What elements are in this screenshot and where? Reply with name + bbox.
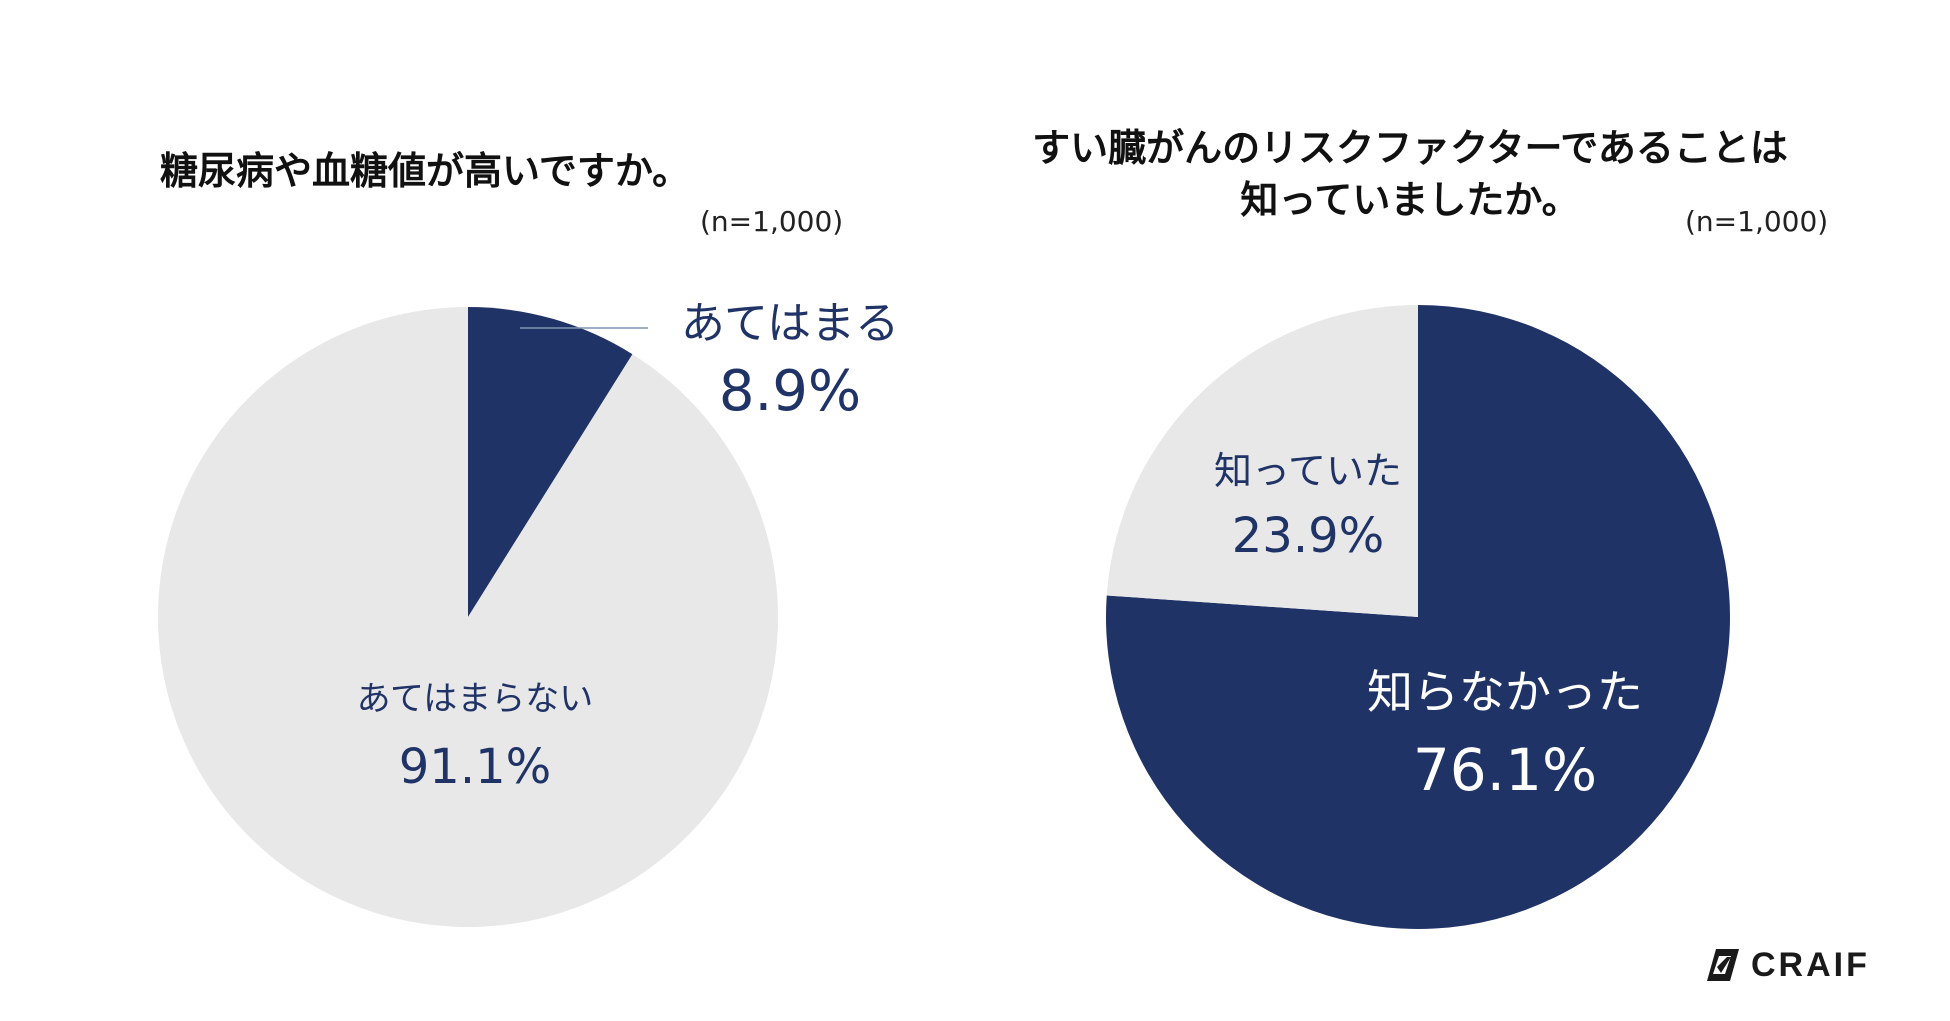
pie-1-slice-atehamaru (468, 307, 633, 617)
pie-2-slice-shiranakatta (1105, 305, 1730, 929)
chart-1-sample-size: (n=1,000) (700, 205, 844, 238)
pie-chart-2: 知っていた 23.9% 知らなかった 76.1% (1105, 305, 1730, 929)
chart-1-title: 糖尿病や血糖値が高いですか。 (160, 149, 691, 193)
chart-2-title: すい臓がんのリスクファクターであることは 知っていましたか。 (1000, 122, 1820, 226)
pie-1-slice-atehamaranai (158, 307, 779, 928)
pie-1-value-atehamaru: 8.9% (719, 359, 861, 424)
pie-2-value-shitteita: 23.9% (1232, 508, 1384, 564)
chart-2-title-line-2: 知っていましたか。 (1240, 178, 1580, 222)
brand-logo: CRAIF (1705, 945, 1870, 985)
pie-2-value-shiranakatta: 76.1% (1413, 736, 1597, 804)
pie-1-value-atehamaranai: 91.1% (399, 739, 551, 795)
pie-2-label-shiranakatta: 知らなかった (1367, 665, 1643, 719)
pie-chart-1: あてはまる 8.9% あてはまらない 91.1% (158, 298, 899, 928)
pie-1-label-atehamaru: あてはまる (681, 298, 899, 349)
pie-2-label-shitteita: 知っていた (1214, 449, 1402, 493)
pie-1-label-atehamaranai: あてはまらない (357, 679, 594, 719)
chart-2-sample-size: (n=1,000) (1685, 205, 1829, 238)
chart-2-title-line-1: すい臓がんのリスクファクターであることは (1032, 126, 1788, 170)
brand-name: CRAIF (1751, 945, 1870, 984)
craif-logo-icon (1707, 949, 1739, 981)
pie-2-slice-shitteita (1106, 305, 1418, 617)
